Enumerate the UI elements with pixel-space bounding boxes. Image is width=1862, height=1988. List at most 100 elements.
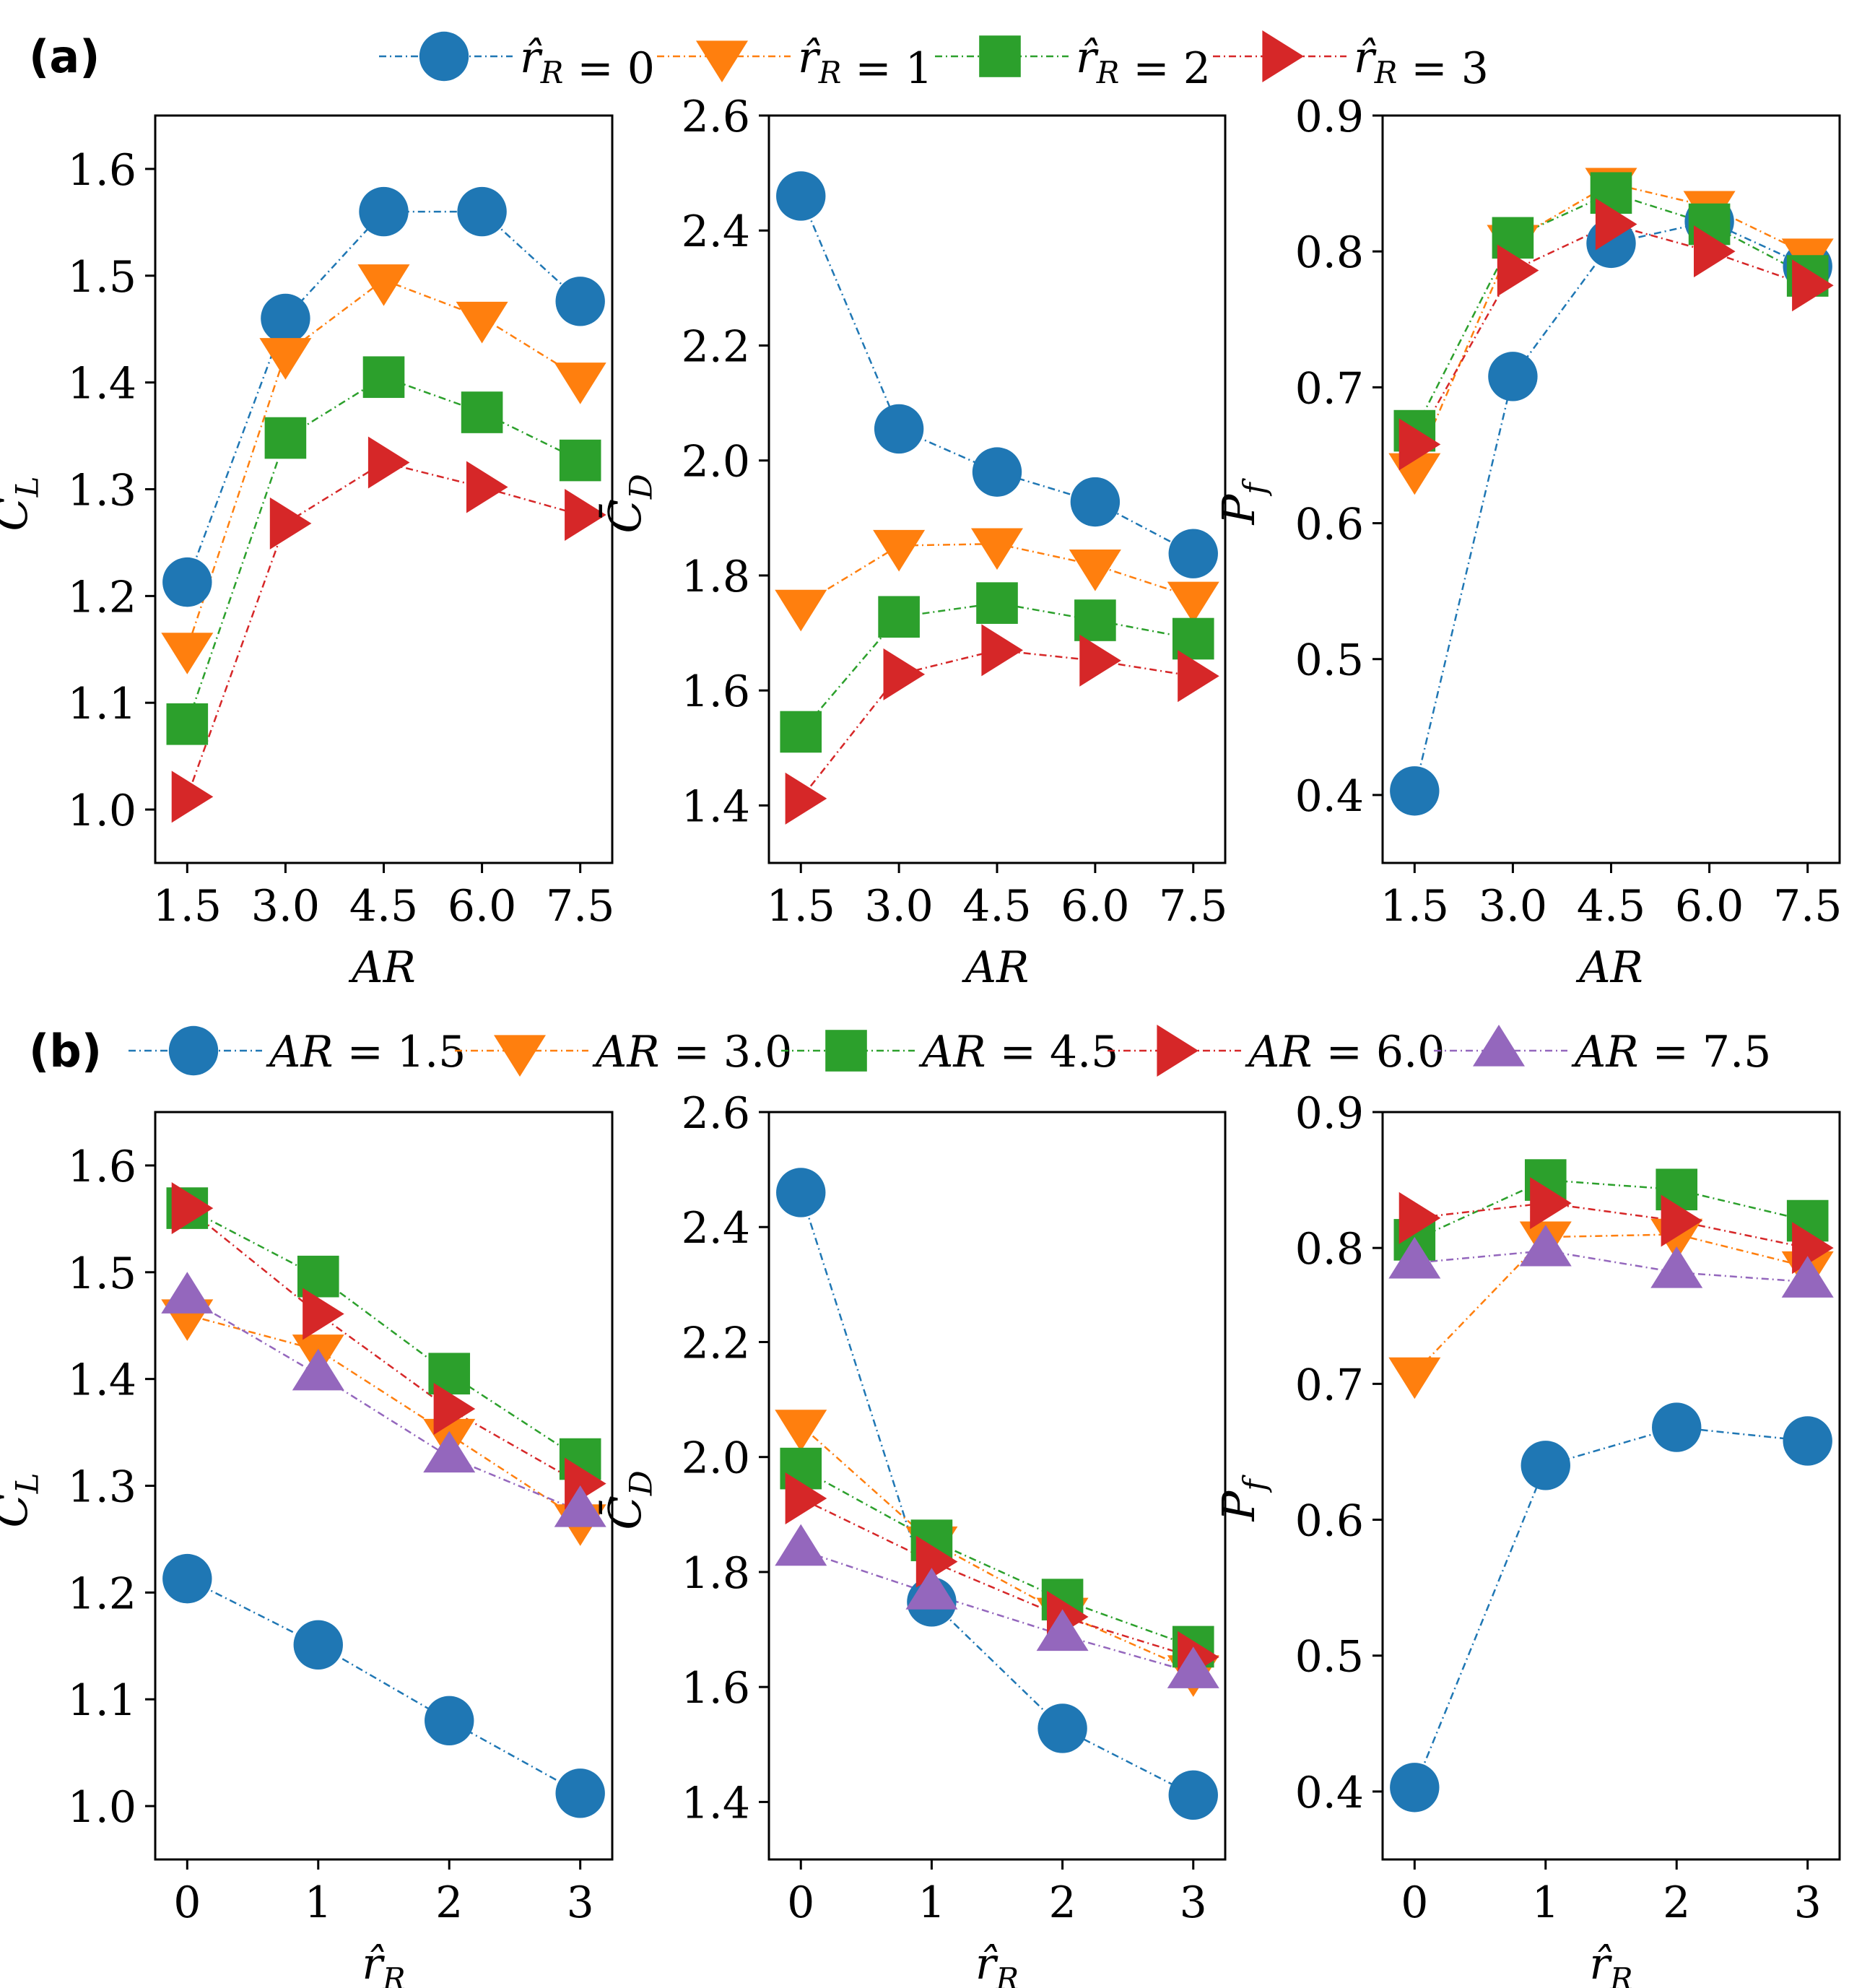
data-point-s4-p2 [915, 1535, 958, 1588]
data-point-s5-p3 [423, 1431, 476, 1473]
data-point-s4-p2 [269, 497, 312, 550]
data-point-s2-p1 [1388, 1357, 1441, 1399]
series-line-1 [800, 1192, 1194, 1796]
y-tick-label: 2.6 [682, 1088, 750, 1139]
series-line-3 [186, 1207, 581, 1460]
y-tick-label: 1.6 [68, 145, 136, 196]
x-axis-label-text: AR [348, 942, 416, 993]
x-axis-label: r̂R [362, 1939, 405, 1988]
x-tick-label: 1 [1532, 1878, 1559, 1928]
y-tick-label: 1.4 [682, 781, 750, 832]
data-point-s4-p2 [883, 648, 926, 700]
data-point-s1-p3 [1037, 1703, 1087, 1753]
y-tick-label: 2.0 [682, 1433, 750, 1484]
series-line-4 [186, 1207, 581, 1485]
data-point-s4-p2 [1530, 1177, 1572, 1230]
y-tick-label: 0.6 [1295, 1496, 1364, 1547]
data-point-s4-p3 [981, 624, 1023, 677]
y-tick-label: 0.7 [1295, 363, 1364, 414]
data-point-s3-p2 [878, 596, 920, 638]
legend-marker [1473, 1025, 1525, 1067]
legend-marker [1262, 30, 1304, 82]
data-point-s5-p4 [1167, 1646, 1219, 1688]
y-axis-label: C̄D [599, 474, 660, 533]
data-point-s2-p5 [1167, 581, 1219, 624]
x-tick-label: 2 [435, 1878, 463, 1928]
series-line-4 [800, 649, 1193, 799]
y-tick-label: 2.4 [682, 1203, 750, 1254]
legend-label: r̂R = 3 [1354, 32, 1489, 94]
data-point-s4-p3 [433, 1383, 476, 1436]
data-point-s2-p5 [554, 363, 606, 404]
y-axis-label: C̄D [599, 1470, 660, 1529]
x-tick-label: 4.5 [962, 881, 1031, 932]
series-line-5 [186, 1297, 581, 1513]
data-point-s1-p3 [425, 1696, 474, 1745]
series-line-1 [1414, 220, 1809, 791]
data-point-s1-p3 [972, 447, 1022, 497]
data-point-s1-p4 [457, 186, 507, 237]
data-point-s4-p3 [367, 436, 410, 489]
data-point-s5-p1 [1388, 1236, 1441, 1279]
y-tick-label: 1.0 [68, 1782, 136, 1833]
x-tick-label: 3 [1180, 1878, 1207, 1928]
data-point-s5-p3 [1650, 1246, 1703, 1288]
legend-marker [979, 35, 1021, 77]
x-tick-label: 7.5 [1773, 881, 1842, 932]
x-axis-label-text: r̂R [362, 1939, 405, 1988]
y-tick-label: 2.4 [682, 207, 750, 257]
x-tick-label: 3.0 [251, 881, 320, 932]
data-point-s1-p4 [555, 1768, 605, 1818]
series-line-4 [800, 1497, 1194, 1658]
y-tick-label: 0.8 [1295, 1224, 1364, 1275]
y-tick-label: 1.5 [68, 252, 136, 303]
x-axis-label-text: AR [1575, 942, 1643, 993]
x-axis-label: AR [1575, 942, 1643, 993]
y-tick-label: 1.0 [68, 786, 136, 836]
data-point-s1-p2 [1521, 1441, 1570, 1490]
data-point-s4-p5 [1792, 259, 1834, 312]
x-tick-label: 3.0 [1479, 881, 1547, 932]
y-tick-label: 0.9 [1295, 1088, 1364, 1139]
axes-frame [154, 1111, 614, 1861]
data-point-s1-p1 [1390, 1763, 1440, 1813]
data-point-s1-p1 [162, 1553, 212, 1604]
data-point-s1-p5 [555, 277, 605, 326]
legend-label: r̂R = 0 [520, 32, 655, 94]
data-point-s1-p1 [776, 171, 826, 221]
series-line-4 [186, 461, 581, 797]
y-tick-label: 1.1 [68, 1675, 136, 1726]
data-point-s1-p3 [359, 186, 409, 237]
series-line-1 [186, 1578, 581, 1794]
series-line-3 [186, 376, 581, 725]
data-point-s3-p3 [362, 356, 405, 399]
x-tick-label: 1 [305, 1878, 332, 1928]
legend-marker [419, 31, 469, 82]
data-point-s2-p3 [971, 528, 1023, 570]
x-axis-label: AR [962, 942, 1030, 993]
y-tick-label: 1.6 [68, 1142, 136, 1192]
data-point-s4-p1 [171, 1182, 214, 1235]
data-point-s4-p5 [565, 488, 606, 541]
y-axis-label: C̄L [0, 476, 46, 531]
data-point-s2-p4 [1069, 549, 1121, 591]
x-tick-label: 2 [1048, 1878, 1076, 1928]
axes-frame [767, 1111, 1227, 1861]
data-point-s3-p1 [780, 711, 822, 753]
x-axis-label-text: AR [962, 942, 1030, 993]
data-point-s2-p3 [357, 264, 410, 306]
subplot-3: 0.4 0.5 0.6 0.7 0.8 0.9 1.5 3.0 4.5 6.0 7.5 AR Pf [1212, 92, 1842, 993]
data-point-s3-p4 [461, 391, 503, 433]
y-tick-label: 2.2 [682, 1318, 750, 1368]
data-point-s2-p1 [161, 633, 214, 674]
data-point-s4-p1 [785, 772, 827, 825]
y-tick-label: 1.4 [682, 1778, 750, 1828]
data-point-s4-p1 [1398, 1192, 1441, 1244]
legend-label: AR = 4.5 [918, 1027, 1118, 1077]
series-line-2 [800, 1424, 1194, 1672]
y-tick-label: 1.3 [68, 466, 136, 516]
data-point-s2-p1 [775, 1410, 827, 1451]
data-point-s3-p2 [264, 417, 307, 459]
y-tick-label: 1.4 [68, 359, 136, 409]
